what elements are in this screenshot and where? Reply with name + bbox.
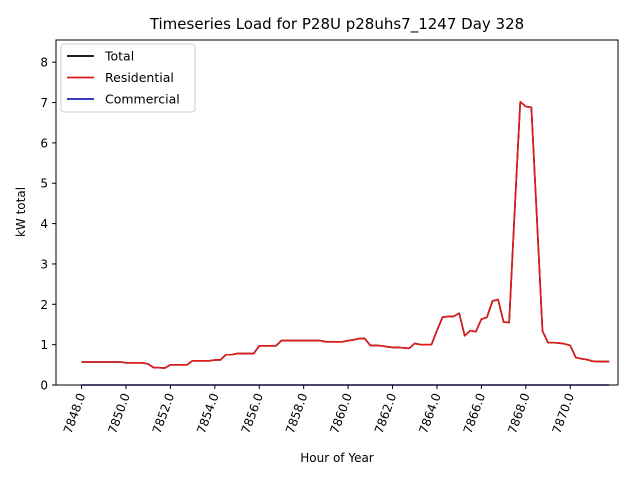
y-tick-label: 1 [40,338,48,352]
x-axis-label: Hour of Year [300,451,374,465]
legend-box [60,43,196,113]
y-axis-label: kW total [14,187,28,237]
y-axis-ticks: 0 1 2 3 4 5 6 7 8 [40,56,56,393]
legend: Total Residential Commercial [60,43,196,113]
y-tick-label: 5 [40,177,48,191]
legend-label-commercial: Commercial [105,92,180,107]
y-tick-label: 7 [40,96,48,110]
legend-label-residential: Residential [105,70,174,85]
y-tick-label: 4 [40,217,48,231]
series-line-residential [81,100,610,369]
y-tick-label: 2 [40,298,48,312]
chart-title: Timeseries Load for P28U p28uhs7_1247 Da… [149,15,524,34]
y-tick-label: 8 [40,56,48,70]
y-tick-label: 0 [40,379,48,393]
y-tick-label: 3 [40,257,48,271]
y-tick-label: 6 [40,136,48,150]
legend-label-total: Total [104,49,134,64]
plot-frame [55,39,619,386]
